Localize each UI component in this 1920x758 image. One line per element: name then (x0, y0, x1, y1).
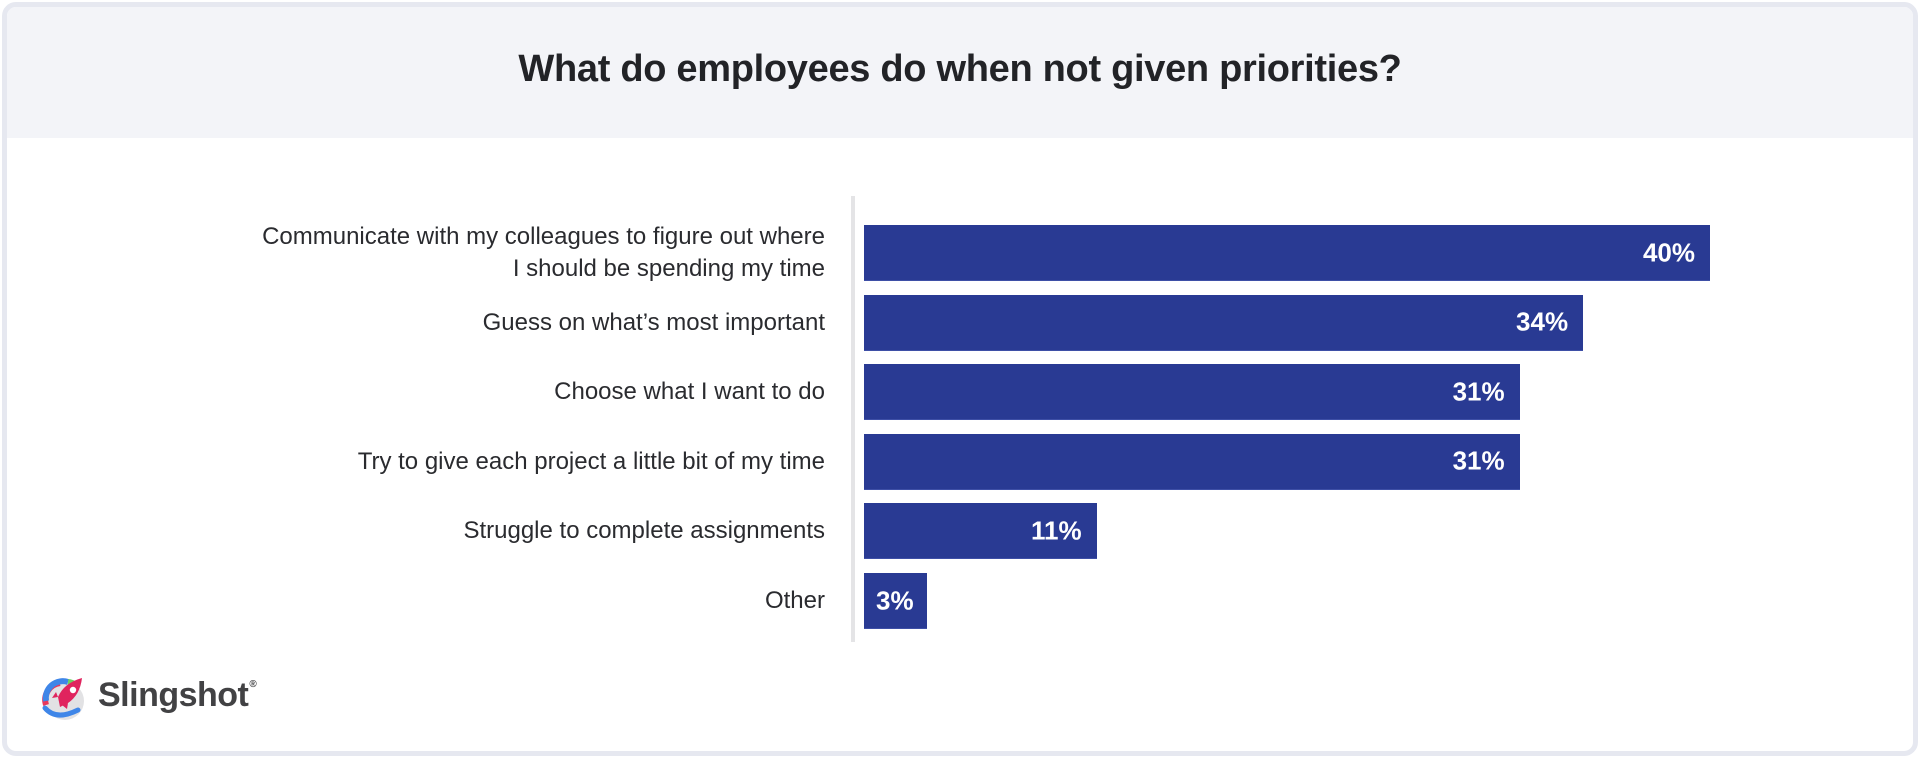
category-label: Try to give each project a little bit of… (357, 447, 825, 475)
brand-wordmark: Slingshot® (98, 675, 257, 715)
slingshot-rocket-logo-icon (42, 678, 84, 720)
category-label: Choose what I want to do (554, 378, 825, 406)
brand-name: Slingshot (98, 675, 249, 714)
trademark-symbol: ® (249, 679, 257, 691)
bar-value-label: 31% (1452, 376, 1505, 407)
chart-title: What do employees do when not given prio… (518, 48, 1402, 90)
slingshot-logo: Slingshot® (38, 673, 257, 721)
bar: 40% (864, 225, 1710, 281)
bar-value-label: 11% (1031, 515, 1082, 546)
category-label: Guess on what’s most important (482, 308, 825, 336)
category-label: Struggle to complete assignments (463, 517, 825, 545)
chart-header: What do employees do when not given prio… (7, 7, 1913, 138)
bar: 31% (864, 433, 1520, 490)
bar-row: Guess on what’s most important 34% (7, 294, 1913, 351)
y-axis-line (851, 196, 855, 642)
bar-value-label: 40% (1642, 237, 1695, 267)
category-label: Other (764, 587, 825, 614)
bar-value-label: 34% (1516, 306, 1569, 337)
bar-row: Struggle to complete assignments 11% (7, 503, 1913, 560)
category-label: Communicate with my colleagues to figure… (262, 223, 825, 282)
bar-row: Communicate with my colleagues to figure… (7, 223, 1913, 282)
bar-value-label: 3% (876, 585, 914, 615)
bar: 31% (864, 364, 1520, 421)
bar-value-label: 31% (1452, 445, 1505, 476)
bar: 11% (864, 503, 1097, 560)
bar: 34% (864, 294, 1584, 351)
bar-chart: Communicate with my colleagues to figure… (7, 7, 1913, 751)
bar: 3% (864, 573, 928, 629)
bar-row: Choose what I want to do 31% (7, 364, 1913, 421)
bar-row: Other 3% (7, 573, 1913, 629)
bar-row: Try to give each project a little bit of… (7, 433, 1913, 490)
